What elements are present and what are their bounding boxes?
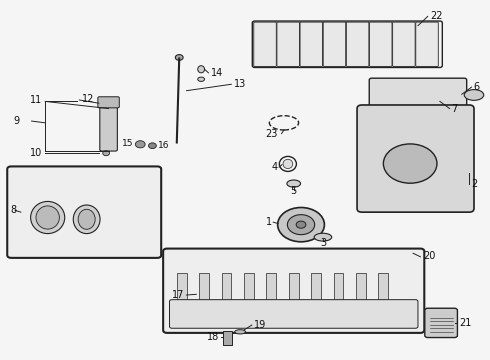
Text: 5: 5	[291, 186, 297, 197]
Text: 6: 6	[473, 82, 479, 92]
Bar	[334, 273, 343, 301]
Bar	[311, 273, 321, 301]
Text: 8: 8	[10, 205, 16, 215]
Text: 20: 20	[423, 251, 435, 261]
FancyBboxPatch shape	[100, 105, 117, 151]
Circle shape	[148, 143, 156, 149]
FancyBboxPatch shape	[277, 22, 299, 66]
FancyBboxPatch shape	[323, 22, 346, 66]
Text: 22: 22	[430, 12, 442, 21]
Ellipse shape	[198, 77, 204, 81]
Ellipse shape	[30, 202, 65, 234]
Ellipse shape	[283, 159, 293, 168]
Circle shape	[288, 215, 315, 235]
Ellipse shape	[235, 330, 245, 334]
Text: 12: 12	[82, 94, 94, 104]
FancyBboxPatch shape	[254, 22, 276, 66]
FancyBboxPatch shape	[369, 78, 466, 132]
Circle shape	[103, 151, 110, 156]
Bar	[244, 273, 254, 301]
FancyBboxPatch shape	[369, 22, 392, 66]
Bar	[289, 273, 298, 301]
Text: 10: 10	[29, 148, 42, 158]
Circle shape	[296, 221, 306, 228]
Text: 18: 18	[207, 332, 220, 342]
Bar	[221, 273, 231, 301]
Ellipse shape	[73, 205, 100, 234]
Text: 19: 19	[254, 320, 266, 330]
Circle shape	[383, 144, 437, 183]
Ellipse shape	[198, 66, 204, 73]
Text: 14: 14	[211, 68, 223, 78]
Bar	[199, 273, 209, 301]
Circle shape	[278, 207, 324, 242]
Circle shape	[175, 55, 183, 60]
Text: 13: 13	[234, 78, 246, 89]
Bar	[177, 273, 187, 301]
FancyBboxPatch shape	[98, 97, 119, 108]
Text: 4: 4	[272, 162, 278, 172]
Ellipse shape	[287, 180, 300, 187]
Circle shape	[135, 141, 145, 148]
Bar	[223, 331, 232, 345]
FancyBboxPatch shape	[163, 249, 424, 333]
Text: 2: 2	[471, 179, 478, 189]
Bar	[356, 273, 366, 301]
Text: 16: 16	[158, 141, 170, 150]
FancyBboxPatch shape	[346, 22, 369, 66]
Text: 1: 1	[266, 217, 272, 227]
FancyBboxPatch shape	[416, 22, 438, 66]
FancyBboxPatch shape	[170, 300, 418, 328]
Text: 21: 21	[460, 318, 472, 328]
FancyBboxPatch shape	[425, 308, 458, 338]
Text: 7: 7	[451, 104, 457, 113]
FancyBboxPatch shape	[300, 22, 322, 66]
Ellipse shape	[78, 209, 95, 229]
Text: 9: 9	[13, 116, 19, 126]
Bar	[267, 273, 276, 301]
FancyBboxPatch shape	[7, 166, 161, 258]
Text: 11: 11	[29, 95, 42, 105]
FancyBboxPatch shape	[392, 22, 415, 66]
FancyBboxPatch shape	[357, 105, 474, 212]
Text: 17: 17	[172, 290, 184, 300]
Ellipse shape	[36, 206, 59, 229]
Text: 23: 23	[266, 129, 278, 139]
Text: 15: 15	[122, 139, 134, 148]
Ellipse shape	[314, 233, 332, 241]
Bar	[378, 273, 388, 301]
Ellipse shape	[464, 90, 484, 100]
Text: 3: 3	[320, 238, 326, 248]
